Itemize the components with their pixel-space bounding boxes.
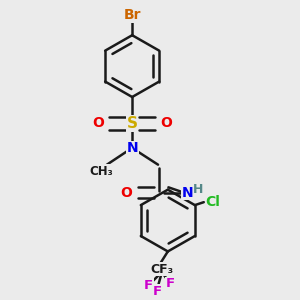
- Text: O: O: [92, 116, 104, 130]
- Text: O: O: [160, 116, 172, 130]
- Text: N: N: [126, 142, 138, 155]
- Text: S: S: [127, 116, 138, 131]
- Text: F: F: [166, 277, 175, 290]
- Text: H: H: [193, 183, 204, 196]
- Text: CH₃: CH₃: [89, 165, 113, 178]
- Text: N: N: [181, 186, 193, 200]
- Text: F: F: [153, 285, 162, 298]
- Text: CF₃: CF₃: [150, 262, 173, 276]
- Text: Br: Br: [123, 8, 141, 22]
- Text: F: F: [144, 279, 153, 292]
- Text: O: O: [120, 186, 132, 200]
- Text: Cl: Cl: [205, 195, 220, 209]
